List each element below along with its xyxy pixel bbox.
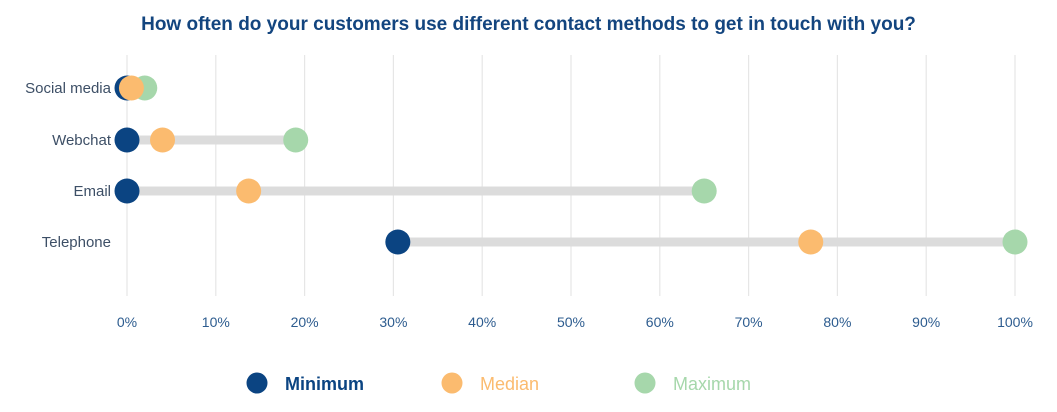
data-points [114, 75, 1028, 255]
chart-title: How often do your customers use differen… [141, 14, 916, 35]
point-median-social-media [118, 75, 144, 101]
x-tick-label: 10% [202, 314, 230, 330]
point-median-email [236, 178, 262, 204]
x-tick-label: 70% [735, 314, 763, 330]
legend-marker-maximum [634, 372, 656, 394]
point-minimum-telephone [385, 229, 411, 255]
x-tick-label: 50% [557, 314, 585, 330]
category-label-email: Email [73, 183, 111, 200]
legend-marker-minimum [246, 372, 268, 394]
x-tick-label: 80% [823, 314, 851, 330]
point-median-telephone [798, 229, 824, 255]
category-labels: Social media Webchat Email Telephone [25, 80, 112, 251]
legend-marker-median [441, 372, 463, 394]
x-tick-label: 40% [468, 314, 496, 330]
x-tick-label: 0% [117, 314, 137, 330]
x-axis-tick-labels: 0% 10% 20% 30% 40% 50% 60% 70% 80% 90% 100% [117, 314, 1033, 330]
point-maximum-telephone [1002, 229, 1028, 255]
point-maximum-webchat [283, 127, 309, 153]
x-tick-label: 60% [646, 314, 674, 330]
point-minimum-webchat [114, 127, 140, 153]
point-median-webchat [150, 127, 176, 153]
legend-label-minimum: Minimum [285, 374, 364, 394]
legend-label-median: Median [480, 374, 539, 394]
category-label-telephone: Telephone [42, 234, 111, 251]
point-maximum-email [691, 178, 717, 204]
point-minimum-email [114, 178, 140, 204]
category-label-social-media: Social media [25, 80, 112, 97]
x-tick-label: 20% [291, 314, 319, 330]
x-tick-label: 30% [379, 314, 407, 330]
legend: Minimum Median Maximum [246, 372, 751, 394]
x-tick-label: 100% [997, 314, 1033, 330]
legend-label-maximum: Maximum [673, 374, 751, 394]
gridlines [126, 55, 1016, 296]
x-tick-label: 90% [912, 314, 940, 330]
category-label-webchat: Webchat [52, 132, 112, 149]
